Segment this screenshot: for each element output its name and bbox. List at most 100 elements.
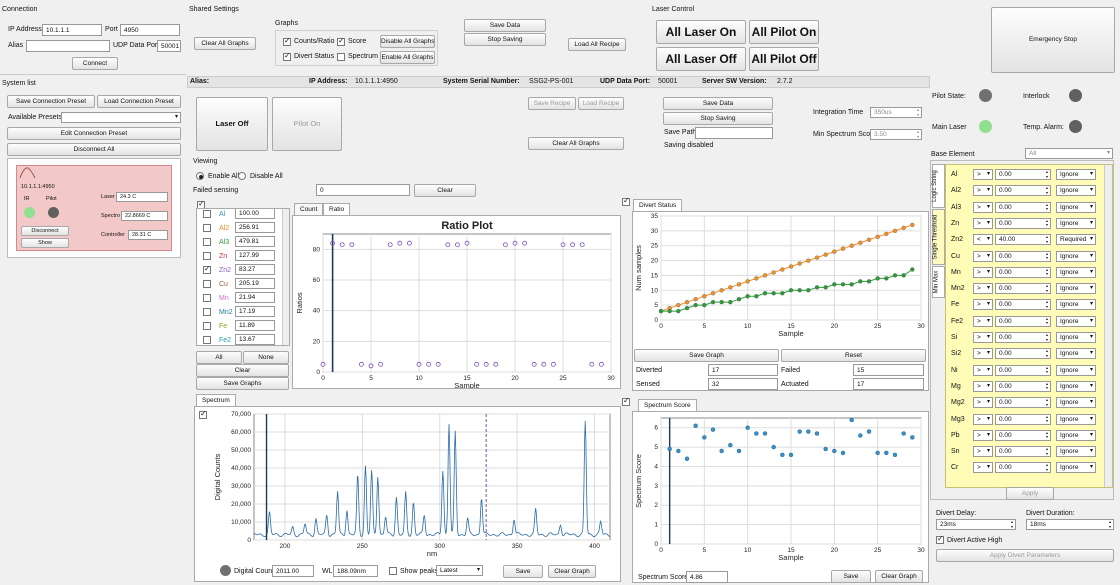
spectrum-panel-checkbox[interactable]: [199, 409, 207, 419]
presets-select[interactable]: [61, 112, 181, 123]
spectrum-checkbox[interactable]: [337, 53, 345, 61]
emergency-stop-button[interactable]: Emergency Stop: [991, 7, 1115, 73]
threshold-value[interactable]: 0.00: [995, 201, 1051, 213]
element-checkbox[interactable]: [203, 322, 211, 330]
threshold-value[interactable]: 0.00: [995, 380, 1051, 392]
save-graphs-button[interactable]: Save Graphs: [196, 377, 289, 390]
threshold-mode[interactable]: Ignore: [1056, 299, 1096, 311]
element-checkbox[interactable]: [203, 224, 211, 232]
disable-all-radio[interactable]: [238, 172, 246, 180]
threshold-mode[interactable]: Ignore: [1056, 413, 1096, 425]
element-checkbox[interactable]: [203, 294, 211, 302]
threshold-mode[interactable]: Ignore: [1056, 266, 1096, 278]
score-save-button[interactable]: Save: [831, 570, 871, 583]
elements-scrollbar[interactable]: [282, 209, 289, 345]
threshold-operator[interactable]: >: [973, 315, 993, 327]
edit-preset-button[interactable]: Edit Connection Preset: [7, 127, 181, 140]
divert-save-graph-button[interactable]: Save Graph: [634, 349, 779, 362]
elements-clear-button[interactable]: Clear: [196, 364, 289, 377]
threshold-operator[interactable]: >: [973, 185, 993, 197]
threshold-mode[interactable]: Ignore: [1056, 397, 1096, 409]
shared-stop-saving-button[interactable]: Stop Saving: [464, 33, 546, 46]
threshold-value[interactable]: 0.00: [995, 332, 1051, 343]
ip-input[interactable]: 10.1.1.1: [42, 24, 102, 36]
element-row[interactable]: Cu 205.19: [197, 277, 289, 292]
element-checkbox[interactable]: [203, 336, 211, 344]
save-path-input[interactable]: [695, 127, 773, 139]
failed-clear-button[interactable]: Clear: [414, 184, 476, 197]
threshold-operator[interactable]: >: [973, 217, 993, 229]
threshold-apply-button[interactable]: Apply: [1006, 487, 1054, 500]
select-none-button[interactable]: None: [243, 351, 289, 364]
threshold-operator[interactable]: >: [973, 348, 993, 360]
element-row[interactable]: Al2 256.91: [197, 221, 289, 236]
select-all-button[interactable]: All: [196, 351, 242, 364]
element-checkbox[interactable]: [203, 280, 211, 288]
divert-panel-checkbox[interactable]: [622, 196, 630, 206]
load-recipe-button[interactable]: Load Recipe: [578, 97, 624, 110]
tab-min-max[interactable]: Min Max: [932, 266, 945, 298]
min-score-spinbox[interactable]: 3.50: [870, 129, 922, 140]
threshold-scrollbar[interactable]: [1104, 165, 1112, 487]
integration-spinbox[interactable]: 350us: [870, 107, 922, 118]
device-stop-saving-button[interactable]: Stop Saving: [663, 112, 773, 125]
threshold-value[interactable]: 0.00: [995, 397, 1051, 409]
threshold-value[interactable]: 0.00: [995, 429, 1051, 441]
element-checkbox[interactable]: [203, 308, 211, 316]
divert-duration-spinbox[interactable]: 18ms: [1026, 519, 1114, 530]
threshold-mode[interactable]: Required: [1056, 234, 1096, 246]
threshold-mode[interactable]: Ignore: [1056, 462, 1096, 474]
threshold-operator[interactable]: >: [973, 462, 993, 474]
card-disconnect-button[interactable]: Disconnect: [21, 226, 69, 236]
threshold-mode[interactable]: Ignore: [1056, 185, 1096, 197]
element-row[interactable]: Zn 127.99: [197, 249, 289, 264]
threshold-value[interactable]: 0.00: [995, 413, 1051, 425]
pilot-on-button[interactable]: Pilot On: [272, 97, 342, 151]
all-pilot-off-button[interactable]: All Pilot Off: [749, 47, 819, 71]
card-show-button[interactable]: Show: [21, 238, 69, 248]
disconnect-all-button[interactable]: Disconnect All: [7, 143, 181, 156]
threshold-operator[interactable]: >: [973, 332, 993, 343]
threshold-operator[interactable]: >: [973, 169, 993, 180]
enable-all-graphs-button[interactable]: Enable All Graphs: [380, 51, 435, 64]
threshold-mode[interactable]: Ignore: [1056, 250, 1096, 262]
tab-logic-string[interactable]: Logic String: [932, 164, 945, 208]
tab-single-threshold[interactable]: Single Threshold: [932, 209, 945, 265]
threshold-value[interactable]: 0.00: [995, 217, 1051, 229]
score-checkbox[interactable]: [337, 36, 345, 46]
alias-input[interactable]: [26, 40, 110, 52]
threshold-value[interactable]: 0.00: [995, 315, 1051, 327]
tab-spectrum-score[interactable]: Spectrum Score: [638, 399, 697, 411]
element-row[interactable]: Al3 479.81: [197, 235, 289, 250]
threshold-operator[interactable]: >: [973, 201, 993, 213]
threshold-value[interactable]: 0.00: [995, 250, 1051, 262]
threshold-operator[interactable]: >: [973, 413, 993, 425]
threshold-mode[interactable]: Ignore: [1056, 283, 1096, 295]
threshold-mode[interactable]: Ignore: [1056, 364, 1096, 376]
show-peaks-checkbox[interactable]: [389, 567, 397, 575]
peaks-mode-select[interactable]: Latest: [436, 565, 483, 576]
enable-all-radio[interactable]: [196, 172, 204, 180]
tab-ratio[interactable]: Ratio: [323, 203, 351, 215]
element-row[interactable]: Al 100.00: [197, 209, 289, 222]
save-recipe-button[interactable]: Save Recipe: [528, 97, 576, 110]
threshold-mode[interactable]: Ignore: [1056, 429, 1096, 441]
element-checkbox[interactable]: [203, 264, 211, 274]
element-checkbox[interactable]: [203, 238, 211, 246]
threshold-operator[interactable]: >: [973, 429, 993, 441]
divert-reset-button[interactable]: Reset: [781, 349, 926, 362]
threshold-mode[interactable]: Ignore: [1056, 380, 1096, 392]
threshold-operator[interactable]: >: [973, 397, 993, 409]
element-checkbox[interactable]: [203, 210, 211, 218]
threshold-mode[interactable]: Ignore: [1056, 446, 1096, 458]
threshold-mode[interactable]: Ignore: [1056, 332, 1096, 343]
threshold-operator[interactable]: >: [973, 299, 993, 311]
element-row[interactable]: Mn2 17.19: [197, 305, 289, 320]
threshold-operator[interactable]: >: [973, 266, 993, 278]
counts-ratio-checkbox[interactable]: [283, 36, 291, 46]
threshold-operator[interactable]: >: [973, 364, 993, 376]
shared-save-data-button[interactable]: Save Data: [464, 19, 546, 32]
threshold-mode[interactable]: Ignore: [1056, 217, 1096, 229]
threshold-value[interactable]: 0.00: [995, 348, 1051, 360]
